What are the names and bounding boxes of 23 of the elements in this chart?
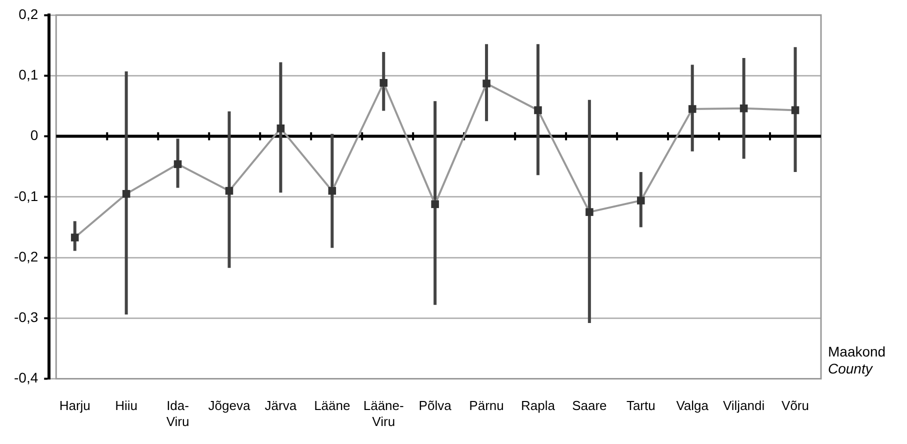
x-axis-title: Maakond County bbox=[828, 344, 886, 377]
y-tick-label: 0,2 bbox=[18, 6, 38, 22]
x-tick-label: Pärnu bbox=[469, 398, 504, 414]
x-tick-label: Hiiu bbox=[115, 398, 138, 414]
x-tick-label: Rapla bbox=[520, 398, 556, 414]
x-tick-label: Saare bbox=[572, 398, 607, 414]
x-tick-label: Lääne-Viru bbox=[363, 398, 404, 429]
y-tick-label: -0,2 bbox=[14, 248, 38, 264]
x-tick-label: Põlva bbox=[418, 398, 452, 414]
y-tick-label: -0,3 bbox=[14, 309, 38, 326]
x-tick-label: Tartu bbox=[626, 398, 656, 414]
x-tick-label: Harju bbox=[59, 398, 90, 414]
x-tick-label: Valga bbox=[676, 398, 710, 414]
x-tick-label: Viljandi bbox=[722, 398, 765, 414]
x-tick-label: Võru bbox=[782, 398, 810, 414]
x-tick-label: Lääne bbox=[314, 398, 350, 414]
y-tick-label: -0,4 bbox=[14, 370, 38, 386]
y-tick-label: 0 bbox=[30, 127, 38, 144]
y-tick-label: 0,1 bbox=[18, 66, 38, 82]
x-tick-label: Järva bbox=[264, 398, 298, 414]
y-tick-label: -0,1 bbox=[14, 188, 38, 204]
x-tick-label: Jõgeva bbox=[208, 398, 251, 414]
x-tick-label: Ida-Viru bbox=[166, 398, 190, 429]
